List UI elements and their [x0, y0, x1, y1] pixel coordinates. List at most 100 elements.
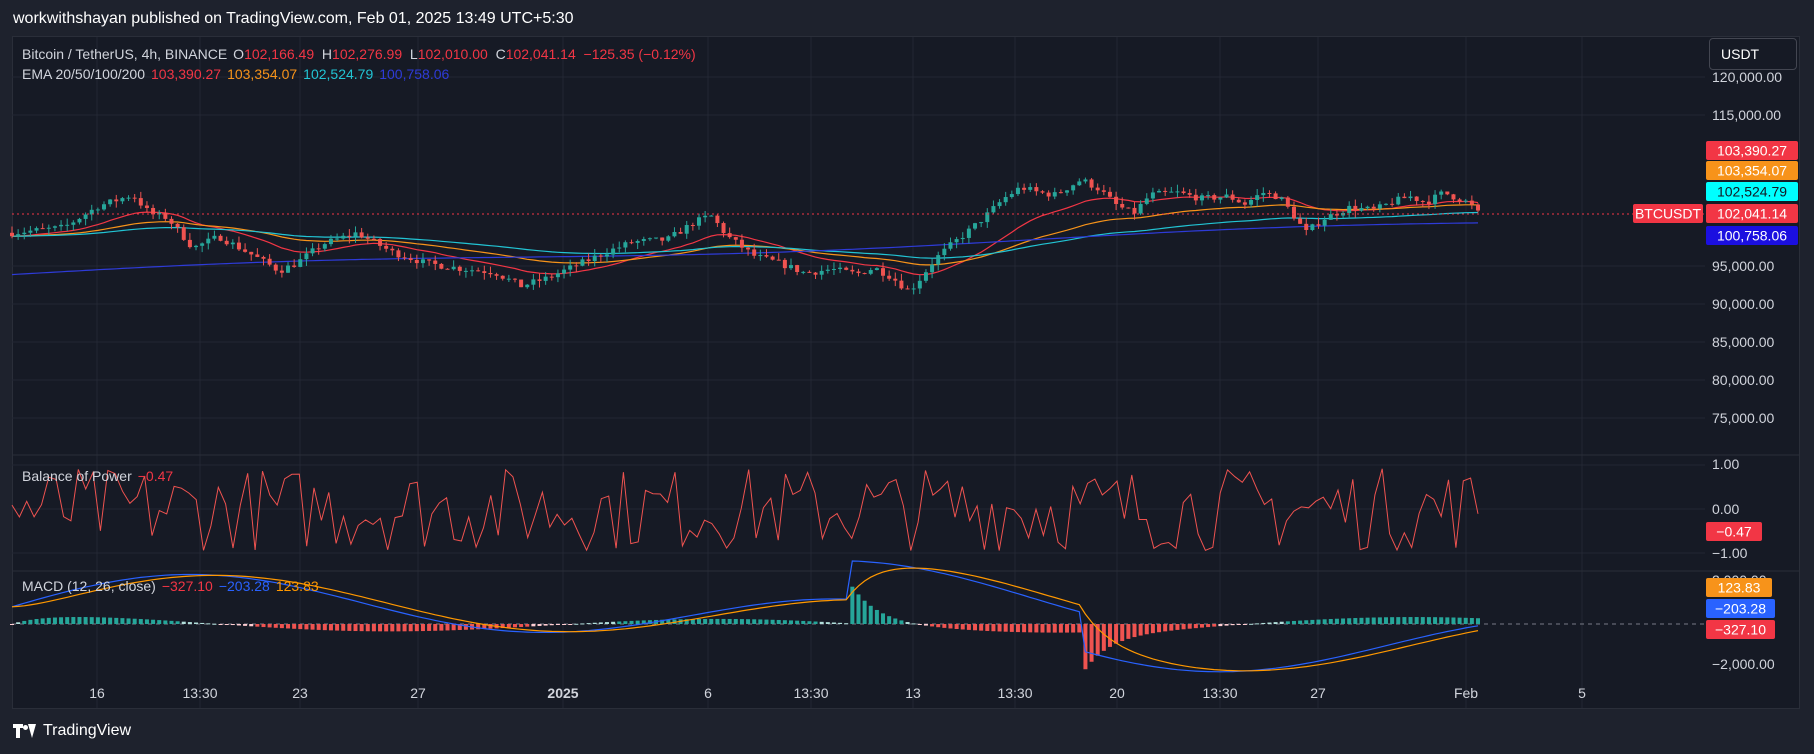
macd-histogram-bar	[1224, 624, 1229, 626]
macd-histogram-bar	[660, 619, 665, 624]
candle-body	[1334, 214, 1339, 216]
ohlc-values: O102,166.49 H102,276.99 L102,010.00 C102…	[233, 46, 695, 62]
candle-body	[727, 233, 732, 238]
candle-body	[874, 268, 879, 271]
macd-histogram-bar	[764, 619, 769, 624]
macd-histogram-bar	[181, 621, 186, 624]
bop-name[interactable]: Balance of Power	[22, 468, 132, 484]
macd-histogram-bar	[543, 624, 548, 626]
candle-body	[1224, 194, 1229, 198]
candle-body	[562, 269, 567, 274]
candle-body	[494, 274, 499, 276]
candle-body	[1414, 196, 1419, 201]
candle-body	[40, 228, 45, 230]
macd-histogram-bar	[347, 624, 352, 631]
time-tick-label: 13:30	[793, 685, 828, 701]
time-tick-label: 6	[704, 685, 712, 701]
candle-body	[1003, 197, 1008, 203]
candle-body	[1298, 218, 1303, 224]
candle-body	[1328, 214, 1333, 220]
macd-histogram-bar	[249, 624, 254, 627]
macd-line-value: −203.28	[218, 578, 270, 594]
time-tick-label: 2025	[547, 685, 578, 701]
macd-histogram-bar	[16, 622, 21, 624]
macd-histogram-bar	[586, 623, 591, 625]
candle-body	[1451, 194, 1456, 200]
candle-body	[138, 198, 143, 206]
candle-body	[126, 197, 131, 199]
candle-body	[476, 270, 481, 272]
macd-histogram-bar	[120, 618, 125, 624]
macd-histogram-bar	[1463, 617, 1468, 624]
candle-body	[629, 242, 634, 244]
candle-body	[850, 269, 855, 272]
candle-body	[899, 280, 904, 289]
macd-histogram-bar	[703, 618, 708, 624]
macd-histogram-bar	[1138, 624, 1143, 636]
candle-body	[1212, 195, 1217, 200]
symbol-name[interactable]: Bitcoin / TetherUS, 4h, BINANCE	[22, 46, 228, 62]
candle-body	[666, 236, 671, 241]
candle-body	[1138, 203, 1143, 214]
candle-body	[672, 232, 677, 237]
candle-body	[770, 256, 775, 260]
candle-body	[537, 279, 542, 281]
bop-legend: Balance of Power −0.47	[22, 468, 173, 484]
candle-body	[1359, 208, 1364, 211]
candle-body	[1476, 204, 1480, 211]
candle-body	[1107, 191, 1112, 197]
macd-histogram-bar	[1371, 617, 1376, 624]
macd-histogram-bar	[65, 617, 70, 624]
candle-body	[1396, 196, 1401, 205]
publisher-text: workwithshayan published on TradingView.…	[13, 10, 574, 27]
candle-body	[678, 232, 683, 234]
macd-histogram-bar	[562, 624, 567, 625]
macd-histogram-bar	[200, 622, 205, 624]
candle-body	[905, 288, 910, 290]
chart-frame[interactable]	[12, 36, 1800, 709]
candle-body	[1267, 193, 1272, 195]
macd-histogram-bar	[1469, 618, 1474, 624]
macd-histogram-bar	[500, 624, 505, 629]
candle-body	[1230, 194, 1235, 200]
candle-body	[1390, 203, 1395, 205]
macd-histogram-bar	[157, 620, 162, 624]
macd-signal-tag: 123.83	[1718, 580, 1761, 596]
candle-body	[543, 276, 548, 281]
macd-histogram-bar	[795, 620, 800, 624]
macd-histogram-bar	[954, 624, 959, 630]
macd-histogram-bar	[414, 624, 419, 632]
candle-body	[22, 232, 27, 235]
candle-body	[59, 224, 64, 227]
macd-signal-tag-bg	[1706, 578, 1772, 597]
candle-body	[1291, 206, 1296, 219]
macd-histogram-bar	[439, 624, 444, 631]
macd-name[interactable]: MACD (12, 26, close)	[22, 578, 156, 594]
candle-body	[52, 226, 57, 228]
macd-histogram-bar	[948, 624, 953, 629]
candle-body	[414, 259, 419, 264]
macd-histogram-bar	[353, 624, 358, 632]
macd-histogram-bar	[132, 618, 137, 624]
macd-histogram-bar	[144, 619, 149, 624]
macd-histogram-bar	[316, 624, 321, 630]
price-tick-label: 85,000.00	[1712, 334, 1774, 350]
ema50-price-tag-bg	[1706, 161, 1798, 180]
macd-histogram-bar	[83, 617, 88, 624]
candle-body	[598, 255, 603, 257]
candle-body	[531, 279, 536, 285]
ema-name[interactable]: EMA 20/50/100/200	[22, 66, 145, 82]
macd-legend: MACD (12, 26, close) −327.10 −203.28 123…	[22, 578, 319, 594]
macd-histogram-bar	[1316, 619, 1321, 624]
candle-body	[34, 228, 39, 231]
time-tick-label: 13:30	[997, 685, 1032, 701]
candle-body	[1310, 224, 1315, 231]
candle-body	[844, 267, 849, 270]
currency-selector[interactable]: USDT	[1709, 38, 1797, 70]
candle-body	[696, 217, 701, 226]
candle-body	[261, 256, 266, 259]
macd-histogram-bar	[255, 624, 260, 627]
price-tick-label: 120,000.00	[1712, 69, 1782, 85]
candle-body	[782, 259, 787, 269]
